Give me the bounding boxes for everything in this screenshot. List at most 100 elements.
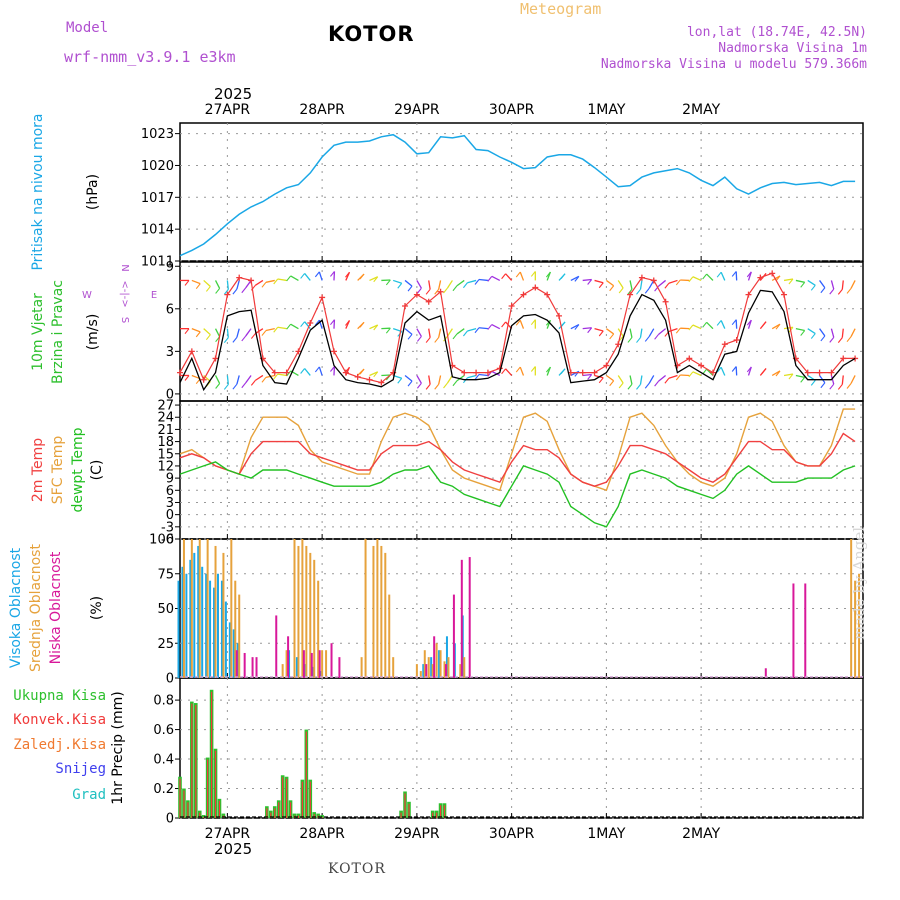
wind-barb-tick	[359, 273, 365, 280]
compass-e: E	[151, 290, 157, 301]
cloud-low-title: Niska Oblacnost	[48, 551, 64, 664]
precip-ylabel: 1hr Precip (mm)	[110, 691, 126, 804]
precip-ytick-label: 0.6	[153, 723, 174, 738]
wind-barb-tick	[425, 337, 431, 343]
wind-ytick-label: 6	[166, 302, 174, 317]
wind-barb-tick	[636, 337, 641, 343]
wind-barb-tick	[273, 326, 279, 333]
precip-legend-4: Grad	[72, 787, 106, 803]
wind-barb-tick	[530, 271, 536, 277]
wind-barb	[446, 280, 453, 289]
precip-ytick-label: 0.8	[153, 694, 174, 709]
wind-gust-line-marker	[603, 362, 610, 369]
day-label-top: 2MAY	[682, 102, 720, 118]
wind-barb	[318, 271, 323, 281]
temperature-ytick-label: 27	[157, 399, 174, 414]
wind-gust-line-marker	[745, 291, 752, 298]
wind-barb	[226, 375, 229, 385]
wind-barb	[392, 279, 402, 284]
wind-barb-tick	[664, 377, 670, 384]
day-label-bottom: 1MAY	[587, 826, 625, 842]
wind-barb	[783, 326, 794, 330]
wind-barb-tick	[452, 285, 458, 292]
wind-barb	[277, 278, 287, 282]
wind-barb-tick	[397, 377, 403, 384]
precip-bar-conv	[443, 805, 446, 818]
precip-bar-conv	[214, 750, 217, 818]
wind-ylabel: (m/s)	[85, 314, 101, 351]
cloud-bar-mid	[305, 545, 308, 678]
wind-barb	[582, 327, 592, 330]
wind-barb	[658, 328, 667, 335]
wind-gust-line-marker	[437, 288, 444, 295]
wind-gust-line-marker	[686, 355, 693, 362]
wind-barb-tick	[416, 382, 422, 389]
wind-barb-tick	[286, 323, 292, 330]
wind-barb-tick	[330, 366, 335, 372]
wind-barb-tick	[820, 382, 826, 389]
wind-barb	[505, 368, 513, 376]
cloud-bar-mid	[854, 580, 857, 678]
wind-barb-tick	[359, 368, 365, 375]
pressure-title: Pritisak na nivou mora	[30, 113, 46, 270]
model-label: Model	[66, 20, 109, 36]
temp-ylabel: (C)	[89, 460, 105, 481]
wind-gust-line-marker	[248, 277, 255, 284]
clouds-ytick-label: 75	[157, 567, 174, 582]
wind-barb-tick	[434, 288, 440, 295]
cloud-bar-high	[193, 552, 196, 678]
clouds-frame	[179, 538, 864, 679]
wind-gust-line-marker	[366, 376, 373, 383]
cloud-bar-mid	[182, 539, 185, 678]
cloud-bar-mid	[443, 661, 446, 678]
wind-barb-tick	[373, 276, 379, 283]
wind-barb	[416, 328, 422, 337]
precip-bar-conv	[439, 805, 442, 818]
cloud-bar-high	[209, 580, 212, 678]
dewpoint-line	[179, 461, 856, 528]
wind-barb-tick	[702, 273, 708, 280]
precip-legend-2: Zaledj.Kisa	[13, 737, 106, 753]
cloud-bar-low	[338, 657, 341, 678]
wind-gust-line-marker	[402, 302, 409, 309]
cloud-bar-mid	[321, 650, 324, 678]
precip-bar-conv	[203, 817, 205, 818]
wind-barb-tick	[545, 319, 551, 326]
cloud-bar-low	[310, 652, 313, 678]
wind-barb	[265, 328, 275, 332]
wind-gust-line-marker	[378, 379, 385, 386]
wind-barb	[236, 328, 240, 338]
wind-barb	[850, 328, 856, 337]
wind-barb-tick	[241, 287, 247, 294]
wind-barb	[456, 374, 465, 382]
wind-gust-line-marker	[615, 341, 622, 348]
cloud-bar-mid	[222, 552, 225, 678]
wind-barb-tick	[545, 271, 551, 278]
wind-barb	[304, 273, 311, 281]
wind-barb	[850, 280, 856, 289]
wind-barb-tick	[560, 368, 566, 375]
wind-barb-tick	[407, 285, 413, 292]
wind-barb	[428, 280, 431, 290]
wind-gust-line-marker	[662, 298, 669, 305]
wind-gust-line-marker	[544, 291, 551, 298]
wind-barb	[290, 275, 299, 282]
wind-barb-tick	[820, 335, 826, 342]
wind-barb-tick	[215, 288, 221, 294]
wind-barb-tick	[530, 319, 536, 326]
wind-barb-tick	[746, 366, 752, 373]
cloud-bar-high	[185, 573, 188, 678]
wind-barb-tick	[330, 319, 335, 326]
wind-gust-line-marker	[698, 362, 705, 369]
wind-gust-line-marker	[638, 274, 645, 281]
wind-gust-line-marker	[413, 291, 420, 298]
wind-barb	[668, 279, 678, 284]
wind-barb-tick	[618, 287, 624, 294]
precip-panel: 0 0.2 0.4 0.6 0.8	[153, 677, 864, 827]
wind-gust-line-marker	[342, 369, 349, 376]
wind-barb	[255, 374, 264, 381]
wind-barb-tick	[261, 330, 267, 336]
wind-barb-tick	[837, 337, 843, 343]
wind-gust-line-marker	[484, 369, 491, 376]
